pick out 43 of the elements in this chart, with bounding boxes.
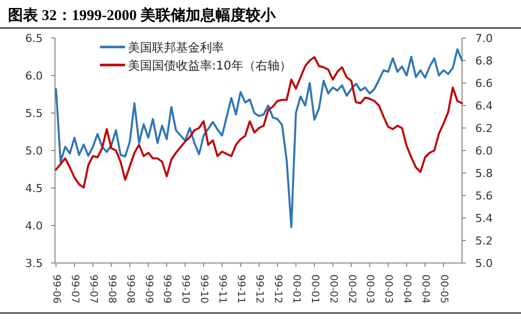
legend-label: 美国联邦基金利率: [128, 40, 224, 54]
x-tick-label: 99-12: [272, 274, 283, 304]
x-tick-label: 00-02: [327, 274, 338, 304]
x-tick-label: 00-01: [308, 274, 320, 304]
x-tick-label: 99-08: [106, 274, 117, 304]
x-tick-label: 99-11: [235, 274, 246, 304]
y2-tick-label: 7.0: [475, 32, 493, 45]
x-tick-label: 99-09: [142, 274, 154, 304]
y-tick-label: 3.5: [25, 257, 43, 270]
y2-tick-label: 5.6: [475, 190, 493, 202]
x-tick-label: 00-05: [438, 274, 450, 304]
x-tick-label: 00-03: [364, 274, 376, 304]
y2-tick-label: 6.4: [475, 100, 493, 112]
x-tick-label: 00-03: [382, 274, 394, 304]
y-tick-label: 6.0: [25, 70, 43, 82]
x-tick-label: 00-01: [290, 274, 302, 304]
y2-tick-label: 6.6: [475, 77, 493, 90]
y2-tick-label: 5.0: [475, 257, 493, 270]
y-tick-label: 4.0: [25, 220, 43, 232]
y-tick-label: 5.5: [25, 107, 43, 120]
y-tick-label: 5.0: [25, 144, 43, 158]
x-tick-label: 99-07: [68, 274, 80, 304]
y2-tick-label: 6.0: [475, 144, 493, 158]
x-tick-label: 00-04: [401, 274, 412, 304]
y2-tick-label: 6.2: [475, 122, 493, 135]
y-tick-label: 4.5: [25, 182, 43, 195]
chart-title: 图表 32：1999-2000 美联储加息幅度较小: [8, 6, 276, 24]
x-tick-label: 99-12: [254, 274, 264, 304]
legend-label: 美国国债收益率:10年（右轴）: [128, 58, 292, 72]
y-tick-label: 6.5: [25, 32, 43, 45]
x-tick-label: 99-08: [124, 274, 136, 304]
x-tick-label: 00-02: [346, 274, 357, 304]
x-tick-label: 00-04: [420, 274, 431, 304]
y2-tick-label: 5.4: [475, 212, 493, 225]
x-tick-label: 99-07: [87, 274, 98, 304]
y2-tick-label: 6.8: [475, 54, 493, 68]
x-tick-label: 99-06: [50, 274, 62, 304]
x-tick-label: 99-10: [180, 274, 191, 304]
x-tick-label: 99-09: [161, 274, 172, 304]
x-tick-label: 99-10: [198, 274, 210, 304]
x-tick-label: 99-11: [216, 274, 228, 304]
y2-tick-label: 5.8: [475, 167, 493, 180]
y2-tick-label: 5.2: [475, 234, 493, 248]
